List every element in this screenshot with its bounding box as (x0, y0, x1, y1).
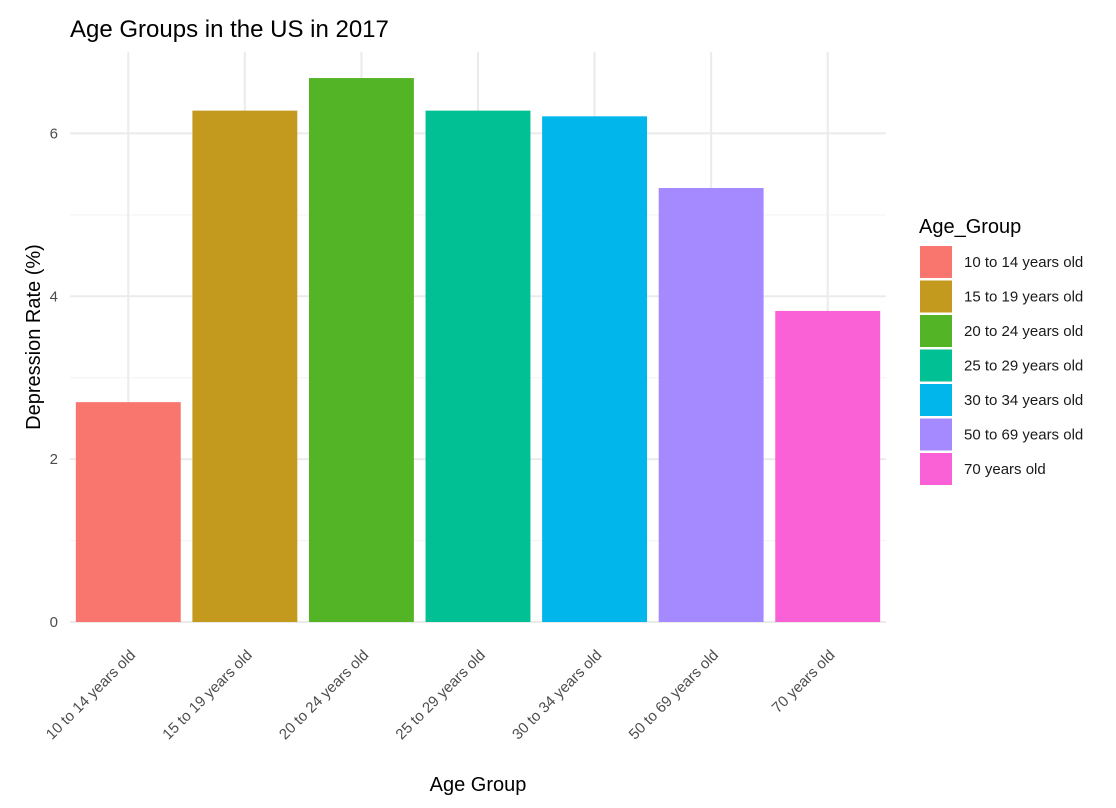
y-tick-label: 4 (50, 288, 58, 305)
x-tick-label: 70 years old (769, 647, 839, 717)
legend-key-5 (920, 384, 952, 416)
x-tick-label: 30 to 34 years old (509, 647, 605, 743)
y-tick-label: 0 (50, 614, 58, 631)
y-axis-ticks: 0 2 4 6 (50, 125, 58, 631)
bar-4 (425, 110, 531, 622)
legend-key-7 (920, 453, 952, 485)
x-axis-ticks: 10 to 14 years old 15 to 19 years old 20 t… (43, 647, 839, 743)
y-tick-label: 6 (50, 125, 58, 142)
x-tick-label: 25 to 29 years old (392, 647, 488, 743)
legend-key-6 (920, 418, 952, 451)
chart-title: Age Groups in the US in 2017 (70, 16, 389, 43)
legend-label: 50 to 69 years old (964, 427, 1083, 444)
legend-label: 70 years old (964, 461, 1046, 478)
legend-label: 15 to 19 years old (964, 289, 1083, 306)
x-tick-label: 15 to 19 years old (159, 647, 255, 743)
x-axis-title: Age Group (430, 774, 527, 796)
bar-2 (192, 110, 298, 622)
legend-label: 25 to 29 years old (964, 358, 1083, 375)
legend-key-1 (920, 246, 952, 278)
bar-5 (542, 116, 648, 622)
bar-6 (658, 187, 764, 622)
x-tick-label: 20 to 24 years old (276, 647, 372, 743)
legend-key-3 (920, 315, 952, 347)
x-tick-label: 50 to 69 years old (626, 647, 722, 743)
legend-label: 30 to 34 years old (964, 392, 1083, 409)
y-axis-title: Depression Rate (%) (23, 244, 45, 430)
bar-7 (775, 310, 881, 622)
legend-label: 20 to 24 years old (964, 323, 1083, 340)
legend-key-2 (920, 280, 952, 313)
bar-1 (75, 402, 181, 622)
legend: Age_Group 10 to 14 years old 15 to 19 yea… (919, 216, 1083, 485)
legend-title: Age_Group (919, 216, 1021, 238)
bars (75, 78, 881, 623)
y-tick-label: 2 (50, 451, 58, 468)
legend-key-4 (920, 349, 952, 382)
x-tick-label: 10 to 14 years old (43, 647, 139, 743)
legend-label: 10 to 14 years old (964, 254, 1083, 271)
bar-3 (308, 78, 414, 623)
